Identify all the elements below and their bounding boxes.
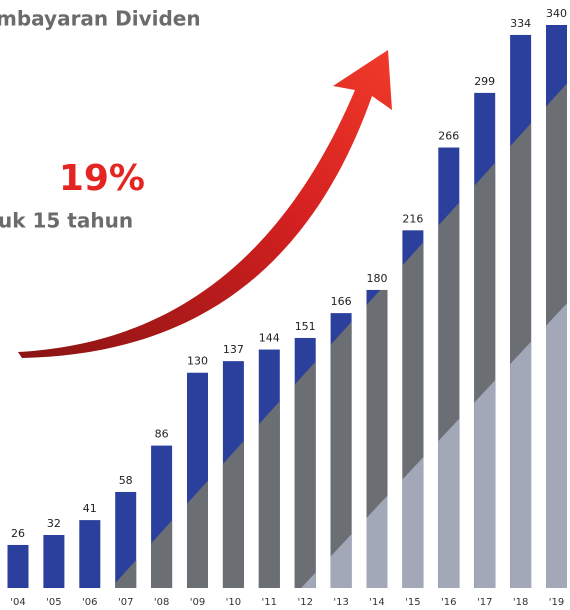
value-label: 130 — [187, 355, 208, 368]
value-label: 180 — [367, 272, 388, 285]
value-label: 166 — [331, 295, 352, 308]
value-label: 334 — [510, 17, 531, 30]
x-tick-label: '09 — [190, 597, 205, 608]
value-label: 266 — [438, 130, 459, 143]
value-label: 137 — [223, 343, 244, 356]
bar — [43, 535, 64, 588]
x-tick-label: '11 — [262, 597, 277, 608]
x-tick-label: '17 — [477, 597, 492, 608]
x-tick-label: '05 — [46, 597, 61, 608]
value-label: 151 — [295, 320, 316, 333]
x-tick-label: '18 — [513, 597, 528, 608]
x-tick-label: '12 — [297, 597, 312, 608]
x-tick-label: '10 — [226, 597, 241, 608]
chart: mbayaran Dividen 19% uk 15 tahun '04 26 '0… — [0, 0, 570, 610]
x-tick-label: '19 — [549, 597, 564, 608]
x-tick-label: '08 — [154, 597, 169, 608]
x-tick-label: '15 — [405, 597, 420, 608]
x-tick-label: '07 — [118, 597, 133, 608]
value-label: 32 — [47, 517, 61, 530]
value-label: 144 — [259, 332, 280, 345]
value-label: 299 — [474, 75, 495, 88]
chart-title: mbayaran Dividen — [0, 7, 201, 31]
value-label: 41 — [83, 502, 97, 515]
x-tick-label: '04 — [10, 597, 25, 608]
growth-arrow — [18, 50, 392, 358]
x-tick-label: '14 — [369, 597, 384, 608]
x-tick-label: '06 — [82, 597, 97, 608]
growth-rate: 19% — [59, 158, 145, 199]
bar — [79, 520, 100, 588]
value-label: 58 — [119, 474, 133, 487]
x-tick-label: '13 — [333, 597, 348, 608]
value-label: 340 — [546, 7, 567, 20]
value-label: 26 — [11, 527, 25, 540]
x-tick-label: '16 — [441, 597, 456, 608]
bar — [8, 545, 29, 588]
value-label: 216 — [402, 212, 423, 225]
subtitle: uk 15 tahun — [0, 209, 133, 233]
value-label: 86 — [155, 428, 169, 441]
